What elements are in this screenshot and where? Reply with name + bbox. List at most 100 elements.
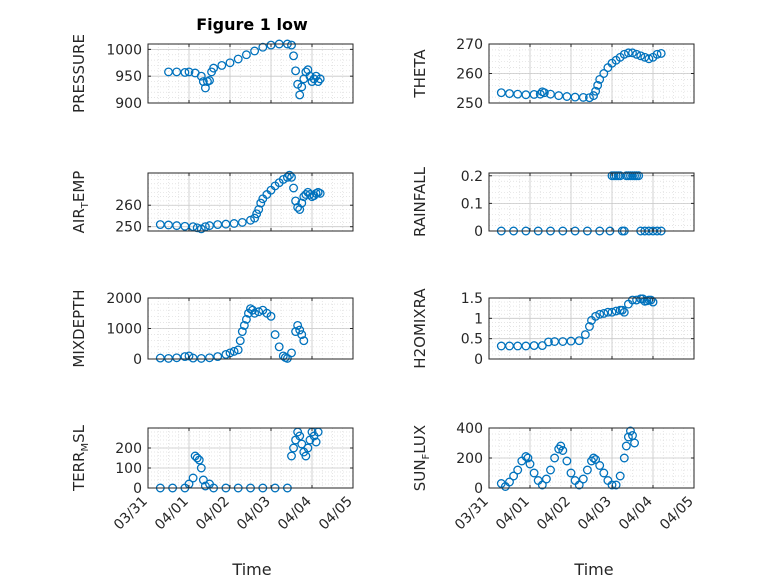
x-tick-label: 04/05 <box>657 494 697 534</box>
data-point <box>546 465 555 475</box>
y-tick-label: 0.2 <box>461 169 483 185</box>
data-point <box>287 348 296 358</box>
data-point <box>585 93 594 103</box>
data-point <box>535 89 545 99</box>
y-axis-label-subscript: F <box>421 453 432 459</box>
data-point <box>644 54 654 64</box>
x-axis-label-left: Time <box>231 560 271 579</box>
data-point <box>221 349 231 359</box>
tick-marks <box>488 43 695 104</box>
data-point <box>529 468 539 478</box>
subplot-terr_msl: 0 100 200 TERRMSL 03/31 04/01 04/02 04/03 04/04 0… <box>70 424 356 533</box>
data-point <box>591 86 601 96</box>
y-axis-label-main: RAINFALL <box>411 166 429 237</box>
tick-marks <box>488 427 695 489</box>
tick-marks <box>147 428 354 489</box>
data-point <box>623 48 633 58</box>
data-point <box>621 441 631 451</box>
y-tick-label: 2000 <box>106 291 142 307</box>
axes-box <box>147 43 354 104</box>
axes-box <box>488 297 695 360</box>
data-point <box>603 307 613 317</box>
data-point <box>521 452 531 461</box>
data-point <box>580 330 590 340</box>
subplot-rainfall: 0 0.1 0.2 RAINFALL <box>411 166 695 240</box>
data-point <box>574 336 584 346</box>
x-tick-label: 04/01 <box>152 494 192 534</box>
figure-title: Figure 1 low <box>196 15 308 34</box>
x-tick-label: 04/04 <box>616 493 656 533</box>
y-tick-label: 0 <box>474 352 483 368</box>
data-point <box>628 295 637 305</box>
y-tick-label: 900 <box>115 96 142 112</box>
x-tick-label: 04/02 <box>534 494 574 534</box>
y-tick-label: 250 <box>115 220 142 236</box>
data-point <box>595 74 605 84</box>
data-point <box>656 48 666 58</box>
data-point <box>301 451 311 461</box>
plot-area <box>148 44 353 103</box>
data-point <box>289 51 298 61</box>
data-point <box>591 311 601 321</box>
tick-marks <box>147 297 354 360</box>
data-point <box>194 455 204 465</box>
y-tick-label: 950 <box>115 69 142 85</box>
data-point <box>205 76 214 85</box>
y-axis-label-rest: EMP <box>70 171 88 202</box>
x-tick-label: 04/03 <box>234 494 274 534</box>
data-point <box>293 321 303 330</box>
data-point <box>184 67 194 77</box>
y-tick-label: 400 <box>456 421 483 437</box>
data-point <box>589 453 598 463</box>
subplot-air_temp: 250 260 AIRTEMP <box>70 171 354 236</box>
data-point <box>619 49 629 59</box>
data-point <box>225 58 235 68</box>
data-point <box>632 49 642 59</box>
data-point <box>566 468 576 478</box>
y-axis-label: SUNFLUX <box>411 425 432 491</box>
data-point <box>239 321 249 330</box>
data-point <box>513 465 523 475</box>
data-point <box>217 61 227 70</box>
data-point <box>200 481 210 491</box>
y-tick-label: 200 <box>456 451 483 467</box>
tick-marks <box>147 173 354 231</box>
x-tick-label: 04/03 <box>575 494 615 534</box>
data-point <box>237 327 247 336</box>
subplot-pressure: 900 950 1000 PRESSURE <box>70 34 354 113</box>
x-tick-label: 03/31 <box>111 494 151 534</box>
data-point <box>638 294 648 304</box>
data-point <box>295 325 305 335</box>
data-point <box>591 455 601 464</box>
y-axis-label-subscript: M <box>80 443 91 452</box>
y-tick-label: 0 <box>474 481 483 497</box>
subplot-h2omixra: 0 0.5 1 1.5 H2OMIXRA <box>411 288 695 369</box>
data-point <box>198 475 208 485</box>
data-point <box>636 51 646 61</box>
y-tick-label: 200 <box>115 441 142 457</box>
data-point <box>233 345 243 355</box>
data-point <box>205 221 214 231</box>
y-tick-label: 0.1 <box>461 196 483 212</box>
axes-box <box>488 172 695 232</box>
data-point <box>611 306 621 316</box>
y-tick-label: 1 <box>474 311 483 327</box>
data-point <box>297 82 307 92</box>
data-point <box>619 453 629 463</box>
data-point <box>235 336 245 346</box>
data-point <box>192 453 202 463</box>
subplot-sun_flux: 0 200 400 SUNFLUX 03/31 04/01 04/02 04/03 04/04 0… <box>411 421 697 533</box>
data-point <box>628 48 637 58</box>
data-point <box>205 353 214 363</box>
data-point <box>180 67 190 77</box>
data-point <box>544 337 553 347</box>
data-point <box>241 50 251 60</box>
y-tick-label: 250 <box>456 96 483 112</box>
data-point <box>623 432 633 442</box>
data-point <box>615 471 625 481</box>
data-point <box>274 342 284 352</box>
data-point <box>550 453 560 463</box>
y-tick-label: 260 <box>115 198 142 214</box>
data-point <box>646 295 656 305</box>
